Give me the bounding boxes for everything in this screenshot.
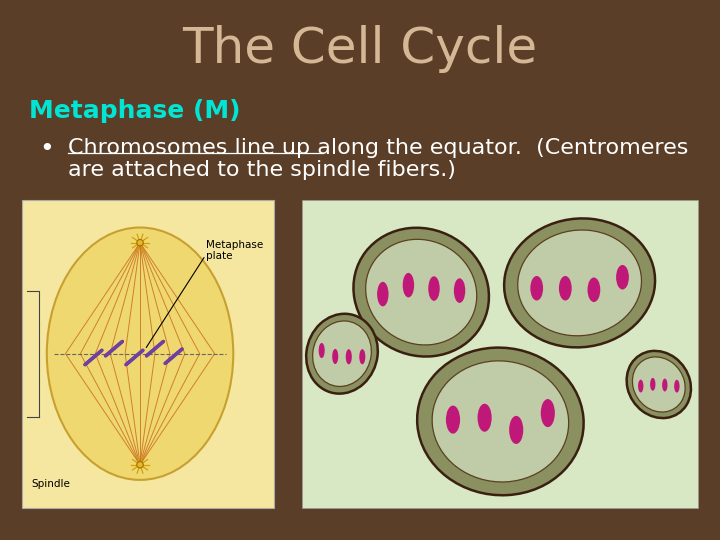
Ellipse shape (531, 276, 543, 301)
Text: The Cell Cycle: The Cell Cycle (182, 25, 538, 72)
Ellipse shape (509, 416, 523, 444)
Ellipse shape (650, 378, 655, 391)
Ellipse shape (366, 239, 477, 345)
Ellipse shape (432, 361, 569, 482)
Ellipse shape (632, 357, 685, 412)
Ellipse shape (312, 321, 372, 387)
Ellipse shape (137, 462, 143, 468)
Ellipse shape (674, 380, 680, 393)
Ellipse shape (454, 278, 465, 303)
Ellipse shape (332, 349, 338, 364)
Text: Metaphase
plate: Metaphase plate (206, 240, 263, 261)
Ellipse shape (477, 404, 492, 432)
Text: •: • (40, 137, 54, 160)
Ellipse shape (428, 276, 440, 301)
Ellipse shape (417, 348, 584, 495)
Ellipse shape (662, 379, 667, 392)
Ellipse shape (588, 278, 600, 302)
Ellipse shape (638, 380, 644, 393)
Text: Chromosomes line up along the equator.  (Centromeres: Chromosomes line up along the equator. (… (68, 138, 689, 159)
Ellipse shape (47, 227, 233, 480)
Ellipse shape (446, 406, 460, 434)
Ellipse shape (504, 218, 655, 347)
Ellipse shape (319, 343, 325, 358)
Text: Spindle: Spindle (32, 479, 71, 489)
Ellipse shape (346, 349, 352, 364)
Ellipse shape (359, 349, 365, 364)
Text: are attached to the spindle fibers.): are attached to the spindle fibers.) (68, 160, 456, 180)
Ellipse shape (306, 314, 378, 394)
FancyBboxPatch shape (22, 200, 274, 508)
Ellipse shape (137, 240, 143, 246)
FancyBboxPatch shape (302, 200, 698, 508)
Ellipse shape (354, 228, 489, 356)
Ellipse shape (616, 265, 629, 289)
Ellipse shape (518, 230, 642, 336)
Ellipse shape (377, 282, 389, 306)
Ellipse shape (559, 276, 572, 301)
Ellipse shape (402, 273, 414, 298)
Ellipse shape (541, 399, 555, 427)
Text: Metaphase (M): Metaphase (M) (29, 99, 240, 123)
Ellipse shape (626, 351, 691, 418)
